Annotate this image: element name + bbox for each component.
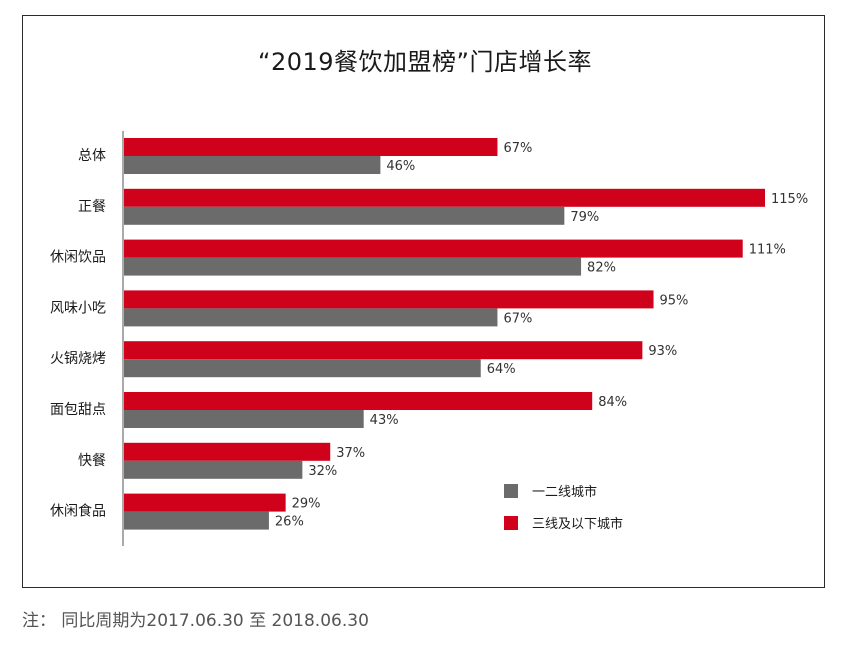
legend-swatch [504,484,518,498]
footnote: 注： 同比周期为2017.06.30 至 2018.06.30 [22,611,369,631]
bar-tier3 [124,341,643,360]
data-label-tier3: 95% [660,293,689,308]
bar-tier3 [124,239,743,258]
bar-tier12 [124,308,498,327]
chart-title: “2019餐饮加盟榜”门店增长率 [258,48,592,76]
data-label-tier3: 111% [749,243,786,258]
bar-tier12 [124,410,364,428]
bar-tier12 [124,460,303,479]
data-label-tier12: 43% [370,413,399,428]
data-label-tier3: 37% [336,446,365,461]
bar-tier3 [124,188,765,207]
data-label-tier12: 26% [275,515,304,530]
data-label-tier12: 64% [487,362,516,377]
bar-tier3 [124,290,654,309]
data-label-tier12: 82% [587,261,616,276]
data-label-tier12: 79% [570,210,599,225]
bar-tier12 [124,257,582,276]
data-label-tier3: 115% [771,192,808,207]
category-label: 休闲食品 [50,503,106,520]
legend-swatch [504,516,518,530]
category-label: 总体 [78,148,106,164]
data-label-tier12: 67% [503,311,532,326]
data-label-tier3: 93% [648,344,677,359]
bar-tier12 [124,511,269,530]
data-label-tier3: 29% [292,497,321,512]
category-label: 休闲饮品 [50,250,106,266]
category-label: 火锅烧烤 [50,351,106,367]
legend-label: 一二线城市 [532,484,597,500]
data-label-tier12: 32% [308,464,337,479]
category-label: 正餐 [78,199,106,215]
data-label-tier3: 67% [503,141,532,156]
data-label-tier3: 84% [598,395,627,410]
bar-tier3 [124,442,331,461]
category-label: 快餐 [78,453,106,469]
data-label-tier12: 46% [386,159,415,174]
category-label: 面包甜点 [50,402,106,418]
bar-tier12 [124,359,481,378]
bar-tier12 [124,206,565,225]
bar-tier3 [124,392,593,410]
bar-tier12 [124,156,381,174]
bar-tier3 [124,493,286,512]
legend-label: 三线及以下城市 [532,516,623,532]
category-label: 风味小吃 [50,300,106,316]
bar-tier3 [124,138,498,156]
